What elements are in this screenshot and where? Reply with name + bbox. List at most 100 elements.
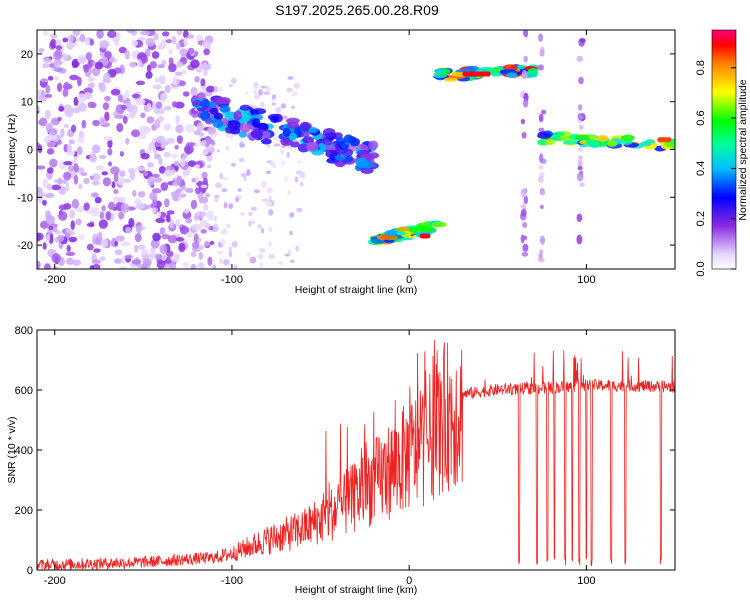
- spectrogram-blob-656: [296, 207, 303, 213]
- spectrogram-blob-532: [139, 56, 147, 62]
- spectrogram-blob-672: [194, 164, 200, 169]
- y-tick-label--10: -10: [17, 192, 33, 204]
- spectrogram-blob-523: [66, 143, 72, 153]
- spectrogram-blob-497: [110, 88, 121, 96]
- spectrogram-blob-1066: [515, 65, 526, 70]
- x-tick-label--100: -100: [221, 575, 243, 587]
- spectrogram-blob-720: [228, 203, 234, 209]
- spectrogram-blob-286: [154, 77, 160, 84]
- spectrogram-blob-460: [79, 33, 86, 43]
- spectrogram-blob-754: [272, 136, 279, 141]
- spectrogram-blob-622: [68, 139, 75, 145]
- spectrogram-blob-1151: [523, 55, 528, 63]
- spectrogram-blob-606: [37, 191, 46, 198]
- spectrogram-blob-668: [194, 142, 199, 148]
- spectrogram-blob-1165: [522, 99, 529, 108]
- spectrogram-blob-1085: [451, 71, 466, 77]
- spectrogram-blob-1166: [522, 221, 528, 228]
- x-tick-label-0: 0: [406, 274, 412, 286]
- spectrogram-blob-43: [181, 70, 187, 75]
- spectrogram-blob-1159: [521, 251, 529, 257]
- spectrogram-blob-279: [102, 177, 112, 187]
- spectrogram-blob-748: [201, 150, 209, 156]
- spectrogram-blob-268: [150, 238, 160, 249]
- spectrogram-blob-969: [368, 140, 379, 150]
- spectrogram-blob-472: [37, 165, 46, 170]
- spectrogram-blob-535: [68, 34, 75, 43]
- spectrogram-blob-731: [196, 210, 200, 216]
- spectrogram-blob-1027: [395, 231, 407, 236]
- spectrogram-blob-751: [230, 162, 237, 167]
- spectrogram-blob-185: [119, 170, 126, 177]
- spectrogram-blob-633: [171, 101, 178, 108]
- spectrogram-blob-1199: [578, 124, 584, 130]
- spectrogram-blob-441: [152, 84, 163, 90]
- spectrogram-blob-443: [160, 252, 168, 261]
- spectrogram-blob-676: [223, 258, 230, 266]
- spectrogram-blob-934: [287, 121, 300, 129]
- spectrogram-blob-696: [295, 245, 300, 252]
- spectrogram-blob-800: [284, 175, 288, 183]
- spectrogram-blob-1204: [576, 172, 584, 182]
- spectrogram-blob-477: [44, 93, 53, 98]
- spectrogram-blob-716: [266, 144, 271, 149]
- spectrogram-blob-1163: [521, 131, 527, 139]
- spectrogram-blob-1195: [577, 147, 583, 153]
- y-tick-label--20: -20: [17, 240, 33, 252]
- spectrogram-blob-620: [87, 101, 95, 109]
- spectrogram-blob-9: [101, 171, 109, 176]
- spectrogram-blob-1178: [538, 127, 545, 132]
- spectrogram-ylabel: Frequency (Hz): [6, 114, 18, 186]
- spectrogram-blob-557: [117, 196, 126, 203]
- spectrogram-blob-772: [275, 106, 282, 114]
- spectrogram-blob-755: [219, 172, 224, 180]
- snr-frame: [36, 329, 676, 571]
- spectrogram-blob-315: [163, 151, 171, 158]
- colorbar: 0.0 0.2 0.4 0.6 0.8 Normalized spectral ampl…: [695, 29, 749, 277]
- spectrogram-blob-758: [228, 246, 232, 251]
- spectrogram-blob-1154: [520, 208, 527, 217]
- spectrogram-blob-713: [268, 195, 272, 201]
- spectrogram-blob-1185: [537, 175, 544, 184]
- spectrogram-blob-759: [289, 212, 295, 218]
- spectrogram-blob-510: [114, 114, 124, 119]
- spectrogram-blob-630: [41, 63, 50, 69]
- spectrogram-blob-409: [140, 152, 150, 160]
- spectrogram-blob-572: [114, 240, 119, 247]
- spectrogram-blob-520: [77, 93, 87, 103]
- spectrogram-blob-502: [131, 93, 141, 99]
- spectrogram-blob-888: [239, 122, 251, 133]
- spectrogram-blob-761: [213, 86, 219, 93]
- chart-title: S197.2025.265.00.28.R09: [275, 2, 439, 18]
- spectrogram-blob-269: [165, 39, 172, 44]
- spectrogram-blob-1202: [577, 166, 583, 171]
- spectrogram-blob-735: [253, 189, 260, 194]
- spectrogram-blob-435: [152, 173, 160, 178]
- spectrogram-blob-373: [91, 259, 102, 265]
- spectrogram-blob-341: [184, 123, 195, 133]
- spectrogram-blob-289: [99, 256, 106, 262]
- spectrogram-blob-356: [168, 48, 173, 55]
- spectrogram-blob-647: [65, 182, 70, 192]
- spectrogram-blob-966: [260, 138, 272, 145]
- x-tick-label--200: -200: [44, 575, 66, 587]
- spectrogram-blob-1172: [539, 249, 544, 255]
- spectrogram-blob-224: [53, 66, 64, 73]
- spectrogram-blob-956: [257, 123, 269, 131]
- spectrogram-blob-1182: [540, 237, 546, 243]
- spectrogram-blob-702: [294, 176, 299, 183]
- spectrogram-blob-786: [248, 220, 252, 227]
- spectrogram-blob-648: [69, 74, 79, 81]
- y-tick-label-0: 0: [27, 145, 33, 157]
- spectrogram-blob-894: [325, 145, 336, 152]
- spectrogram-blob-479: [100, 238, 109, 249]
- spectrogram-blob-561: [57, 234, 65, 242]
- spectrogram-blob-386: [47, 75, 54, 81]
- spectrogram-blob-267: [89, 154, 97, 163]
- spectrogram-blob-141: [171, 36, 177, 45]
- spectrogram-blob-803: [290, 259, 295, 263]
- spectrogram-blob-529: [65, 228, 71, 234]
- spectrogram-blob-270: [200, 78, 206, 87]
- spectrogram-blob-771: [234, 196, 240, 203]
